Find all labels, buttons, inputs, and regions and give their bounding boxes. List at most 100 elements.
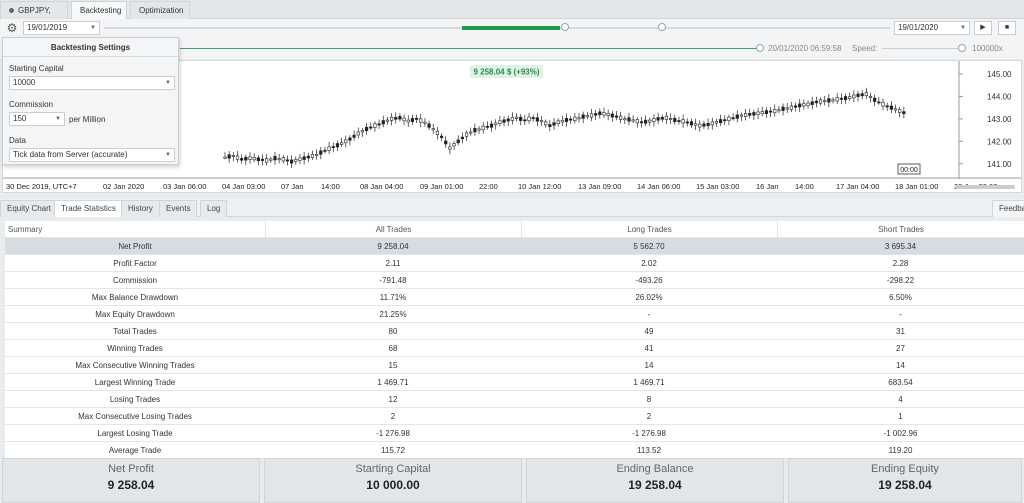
trade-statistics-table: Summary All Trades Long Trades Short Trades…: [5, 221, 1024, 459]
candle-body: [498, 120, 502, 124]
progress-handle: [756, 44, 764, 52]
capital-select[interactable]: 10000 ▼: [9, 76, 175, 90]
feedback-label: Feedba: [999, 204, 1024, 213]
range-end-handle[interactable]: [658, 23, 666, 31]
tab-events[interactable]: Events: [159, 200, 198, 217]
candle-body: [760, 111, 764, 115]
table-cell: 4: [898, 395, 903, 404]
table-row[interactable]: Average Trade 115.72 113.52 119.20: [5, 442, 1024, 459]
table-cell: 49: [644, 327, 654, 336]
data-source-select[interactable]: Tick data from Server (accurate) ▼: [9, 148, 175, 162]
tab-symbol[interactable]: GBPJPY, h1: [0, 1, 68, 32]
candle-body: [827, 98, 831, 103]
tab-history[interactable]: History: [121, 200, 160, 217]
candle-body: [244, 156, 248, 161]
speed-handle[interactable]: [958, 44, 966, 52]
x-tick-label: 08 Jan 04:00: [360, 182, 403, 191]
x-tick-label: 14:00: [795, 182, 814, 191]
candle-body: [706, 123, 710, 126]
candle-body: [581, 114, 585, 119]
tab-history-label: History: [128, 204, 153, 213]
time-marker: [897, 163, 921, 175]
feedback-button[interactable]: Feedba: [992, 200, 1024, 217]
card-value: 19 258.04: [628, 478, 682, 492]
table-cell: 1 469.71: [377, 378, 409, 387]
candle-body: [868, 96, 873, 98]
candle-body: [306, 155, 310, 159]
table-row[interactable]: Total Trades 80 49 31: [5, 323, 1024, 340]
ending-balance-card: Ending Balance 19 258.04: [526, 458, 784, 503]
candle-body: [802, 103, 806, 107]
date-range-selection[interactable]: [462, 26, 560, 30]
table-row[interactable]: Commission -791.48 -493.26 -298.22: [5, 272, 1024, 289]
candle-body: [860, 93, 864, 97]
table-cell: -1 276.98: [632, 429, 666, 438]
candle-body: [444, 140, 448, 145]
candle-body: [781, 106, 785, 111]
speed-slider[interactable]: [882, 48, 962, 49]
chevron-down-icon: ▼: [960, 25, 966, 31]
stop-button[interactable]: ■: [998, 21, 1016, 35]
table-row[interactable]: Net Profit 9 258.04 5 562.70 3 695.34: [5, 238, 1024, 255]
column-header[interactable]: Summary: [8, 225, 43, 234]
table-row[interactable]: Profit Factor 2.11 2.02 2.28: [5, 255, 1024, 272]
candle-body: [714, 121, 719, 124]
candle-body: [627, 117, 631, 122]
profit-badge-text: 9 258.04 $ (+93%): [473, 68, 539, 77]
table-row[interactable]: Max Consecutive Winning Trades 15 14 14: [5, 357, 1024, 374]
tab-equity-chart[interactable]: Equity Chart: [0, 200, 59, 217]
table-cell: 14: [896, 361, 905, 370]
tab-backtesting[interactable]: Backtesting: [71, 1, 127, 19]
candle-body: [535, 117, 539, 122]
candle-body: [660, 117, 664, 120]
chart-canvas: 145.00 144.00 143.00 142.00 141.00 9 258.04 $…: [3, 61, 1021, 191]
candle-body: [277, 158, 281, 161]
candle-body: [773, 108, 777, 114]
x-tick-label: 16 Jan: [756, 182, 779, 191]
candle-body: [481, 125, 485, 130]
table-cell: 5 562.70: [633, 242, 665, 251]
candle-body: [315, 153, 319, 156]
candle-body: [635, 119, 639, 124]
candle-body: [439, 135, 444, 138]
commission-select[interactable]: 150 ▼: [9, 112, 65, 126]
table-row[interactable]: Largest Losing Trade -1 276.98 -1 276.98 -1…: [5, 425, 1024, 442]
y-tick-label: 142.00: [987, 137, 1012, 146]
table-row[interactable]: Max Equity Drawdown 21.25% - -: [5, 306, 1024, 323]
start-date-picker[interactable]: 19/01/2019 ▼: [23, 21, 100, 35]
candle-body: [839, 97, 843, 100]
range-start-handle[interactable]: [561, 23, 569, 31]
candle-body: [610, 113, 614, 118]
candle-body: [893, 108, 898, 111]
table-cell: 12: [388, 395, 398, 404]
candle-body: [702, 123, 706, 127]
tab-optimization[interactable]: Optimization: [130, 1, 190, 19]
table-row[interactable]: Max Balance Drawdown 11.71% 26.02% 6.50%: [5, 289, 1024, 306]
candle-body: [606, 112, 610, 116]
x-tick-label: 15 Jan 03:00: [696, 182, 739, 191]
table-row[interactable]: Max Consecutive Losing Trades 2 2 1: [5, 408, 1024, 425]
tab-log[interactable]: Log: [200, 200, 228, 217]
table-row[interactable]: Losing Trades 12 8 4: [5, 391, 1024, 408]
table-row[interactable]: Largest Winning Trade 1 469.71 1 469.71 683…: [5, 374, 1024, 391]
table-cell: -: [899, 310, 902, 319]
candle-body: [560, 119, 564, 123]
candle-body: [485, 125, 489, 128]
y-tick-label: 144.00: [987, 92, 1012, 101]
play-button[interactable]: ▶: [974, 21, 992, 35]
candle-body: [335, 143, 340, 148]
table-cell: -1 276.98: [376, 429, 410, 438]
candle-body: [435, 130, 439, 135]
column-header[interactable]: All Trades: [265, 221, 521, 238]
gear-icon[interactable]: ⚙: [6, 21, 18, 35]
tab-trade-statistics[interactable]: Trade Statistics: [54, 200, 123, 217]
end-date-picker[interactable]: 19/01/2020 ▼: [894, 21, 970, 35]
commission-unit: per Million: [69, 115, 106, 124]
table-cell: 115.72: [381, 446, 405, 455]
column-header[interactable]: Long Trades: [521, 221, 777, 238]
candle-body: [614, 115, 619, 118]
candle-body: [727, 116, 731, 121]
column-header[interactable]: Short Trades: [777, 221, 1024, 238]
table-header: Summary All Trades Long Trades Short Trades: [5, 221, 1024, 238]
table-row[interactable]: Winning Trades 68 41 27: [5, 340, 1024, 357]
